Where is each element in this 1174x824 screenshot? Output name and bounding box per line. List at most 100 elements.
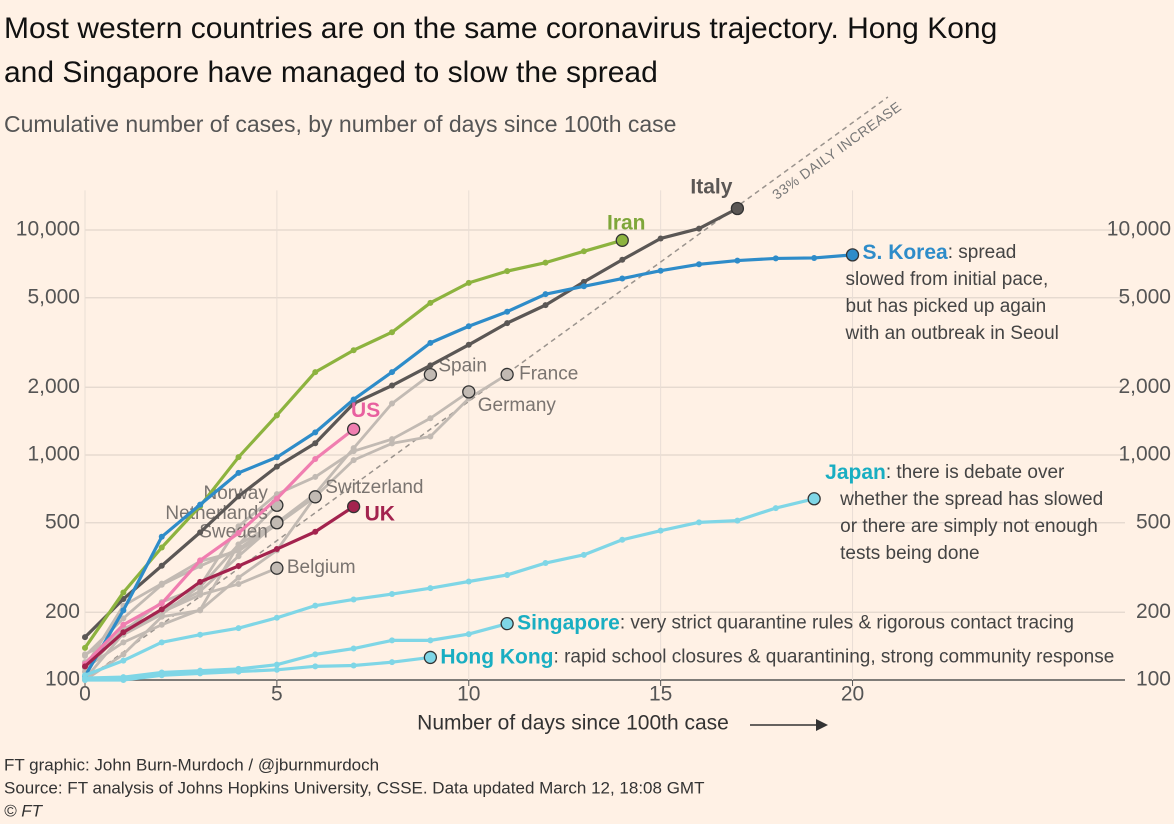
data-point — [657, 267, 664, 274]
data-point — [389, 440, 396, 447]
data-point — [346, 422, 361, 436]
data-point — [734, 517, 741, 524]
data-point — [270, 516, 284, 530]
data-point — [580, 248, 587, 255]
y-tick-label-right: 200 — [1136, 600, 1171, 623]
data-point — [465, 631, 472, 638]
series-label: France — [519, 363, 578, 384]
y-tick-label: 1,000 — [27, 443, 80, 466]
series-line — [83, 427, 355, 665]
data-point — [273, 454, 280, 461]
data-point — [730, 201, 745, 216]
data-point — [615, 233, 629, 247]
data-point — [120, 621, 127, 628]
data-point — [273, 661, 280, 668]
data-point — [350, 645, 357, 652]
data-point — [312, 663, 319, 670]
data-point — [82, 677, 88, 683]
series-name: US — [351, 399, 380, 422]
data-point — [235, 523, 242, 530]
data-point — [346, 499, 361, 514]
data-point — [312, 440, 319, 447]
y-tick-label: 500 — [45, 510, 80, 533]
series-line — [83, 505, 355, 668]
data-point — [657, 235, 664, 242]
series-name: Germany — [478, 395, 557, 416]
data-point — [389, 400, 396, 407]
data-point — [580, 551, 587, 558]
data-point — [197, 578, 204, 585]
series-line — [84, 373, 432, 664]
data-point — [772, 505, 779, 512]
data-point — [273, 463, 280, 470]
data-point — [619, 536, 626, 543]
y-tick-label: 2,000 — [27, 375, 80, 398]
footer: FT graphic: John Burn-Murdoch / @jburnmu… — [4, 755, 379, 774]
data-point — [197, 563, 204, 570]
x-tick-label: 15 — [649, 683, 672, 706]
series-note: tests being done — [840, 543, 979, 564]
data-point — [273, 666, 280, 673]
data-point — [120, 629, 127, 636]
data-point — [427, 415, 434, 422]
data-point — [500, 367, 514, 382]
data-point — [120, 639, 127, 646]
data-point — [197, 631, 204, 638]
data-point — [696, 261, 703, 268]
data-point — [427, 433, 434, 440]
data-point — [273, 412, 280, 419]
data-point — [462, 385, 476, 399]
data-point — [120, 651, 127, 658]
data-point — [350, 662, 357, 669]
x-axis-arrowhead — [816, 719, 828, 731]
series-label: Belgium — [287, 557, 356, 578]
data-point — [197, 529, 204, 536]
data-point — [158, 544, 165, 551]
data-point — [350, 448, 357, 455]
series-label: Iran — [607, 211, 646, 234]
series-label: Italy — [690, 175, 732, 198]
data-point — [82, 634, 88, 641]
data-point — [504, 268, 511, 275]
series-line — [83, 521, 278, 680]
data-point — [845, 248, 860, 262]
series-label: Spain — [438, 356, 487, 377]
series-name: Netherlands — [165, 503, 267, 524]
series-name: Japan — [825, 460, 886, 483]
series-name: Spain — [438, 356, 487, 377]
data-point — [312, 369, 319, 376]
series-note: whether the spread has slowed — [839, 489, 1103, 510]
data-point — [350, 347, 357, 354]
data-point — [580, 278, 587, 285]
data-point — [542, 560, 549, 567]
data-point — [235, 574, 242, 581]
data-point — [273, 614, 280, 621]
data-point — [273, 495, 280, 502]
data-point — [197, 591, 204, 598]
y-tick-label: 200 — [45, 600, 80, 623]
y-tick-label: 5,000 — [27, 285, 80, 308]
data-point — [158, 562, 165, 569]
data-point — [389, 369, 396, 376]
data-point — [235, 530, 242, 537]
chart-subtitle: Cumulative number of cases, by number of… — [4, 111, 676, 137]
data-point — [197, 670, 204, 677]
data-point — [235, 541, 242, 548]
data-point — [500, 617, 514, 631]
data-point — [270, 561, 284, 575]
data-point — [120, 657, 127, 664]
y-tick-label-right: 1,000 — [1118, 443, 1171, 466]
data-point — [389, 436, 396, 443]
data-point — [504, 571, 511, 578]
data-point — [235, 546, 242, 553]
chart-title: Most western countries are on the same c… — [4, 12, 997, 45]
data-point — [811, 254, 818, 261]
series-line — [84, 521, 278, 657]
data-point — [465, 279, 472, 286]
x-tick-label: 20 — [841, 683, 864, 706]
data-point — [427, 339, 434, 346]
data-point — [197, 557, 204, 564]
series-name: Singapore — [517, 611, 620, 634]
data-point — [120, 607, 127, 614]
